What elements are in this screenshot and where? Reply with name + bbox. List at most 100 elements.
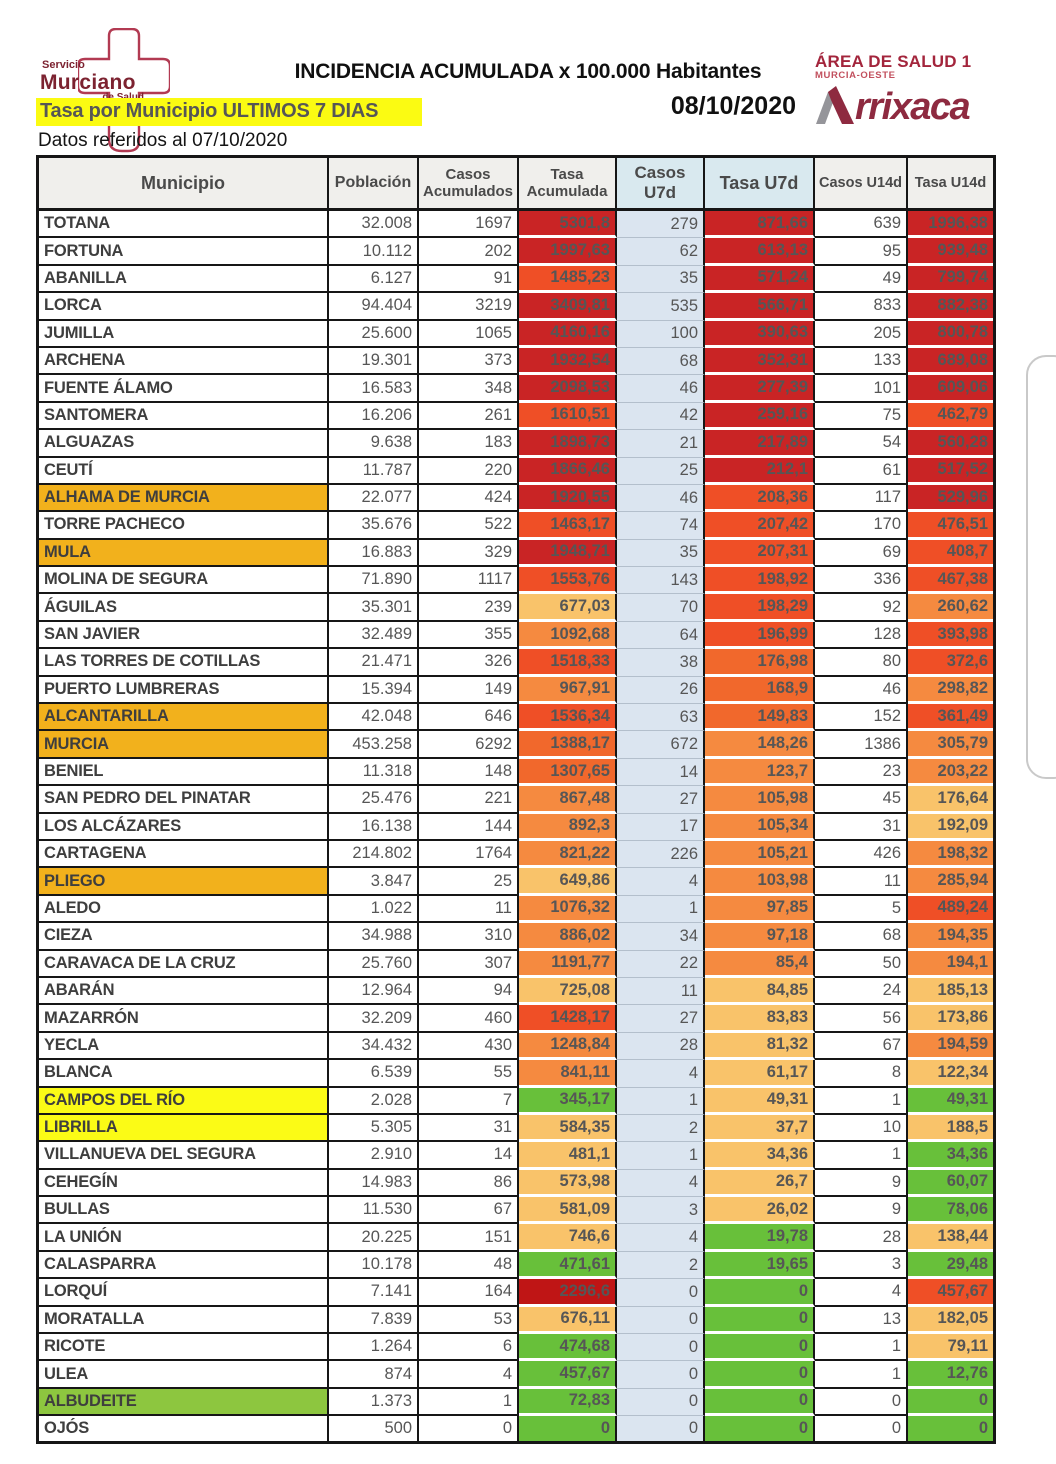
cell-municipio: MAZARRÓN: [39, 1005, 329, 1033]
cell-casos-acumulados: 326: [419, 649, 519, 677]
cell-tasa-acumulada: 581,09: [519, 1197, 617, 1225]
cell-casos-u14d: 9: [815, 1197, 908, 1225]
cell-casos-u14d: 1: [815, 1142, 908, 1170]
cell-tasa-u7d: 19,65: [705, 1251, 815, 1280]
cell-poblacion: 32.008: [329, 211, 419, 239]
incidence-table: Municipio Población Casos Acumulados Tasa A…: [36, 155, 996, 1444]
cell-tasa-acumulada: 725,08: [519, 977, 617, 1006]
cell-tasa-acumulada: 72,83: [519, 1388, 617, 1417]
cell-municipio: FUENTE ÁLAMO: [39, 375, 329, 403]
cell-casos-acumulados: 53: [419, 1306, 519, 1335]
table-row: VILLANUEVA DEL SEGURA 2.910 14 481,1 1 34,36 1…: [39, 1142, 993, 1170]
data-reference-line: Datos referidos al 07/10/2020: [38, 130, 288, 151]
cell-casos-u7d: 11: [617, 977, 705, 1006]
cell-casos-u14d: 54: [815, 430, 908, 458]
table-row: RICOTE 1.264 6 474,68 0 0 1 79,11: [39, 1334, 993, 1362]
cell-casos-u14d: 101: [815, 375, 908, 403]
cell-tasa-u7d: 198,92: [705, 567, 815, 595]
cell-tasa-u14d: 12,76: [908, 1361, 993, 1389]
cell-tasa-u7d: 26,7: [705, 1169, 815, 1198]
cell-casos-acumulados: 307: [419, 950, 519, 978]
cell-casos-acumulados: 14: [419, 1142, 519, 1170]
arrixaca-wordmark: rrixaca: [855, 85, 971, 128]
cell-tasa-u14d: 462,79: [908, 402, 993, 431]
cell-casos-acumulados: 0: [419, 1416, 519, 1441]
cell-municipio: VILLANUEVA DEL SEGURA: [39, 1142, 329, 1170]
table-row: LOS ALCÁZARES 16.138 144 892,3 17 105,34 31 192…: [39, 813, 993, 841]
cell-poblacion: 25.760: [329, 950, 419, 978]
cell-casos-u14d: 46: [815, 676, 908, 705]
cell-tasa-u14d: 60,07: [908, 1169, 993, 1198]
cell-poblacion: 7.839: [329, 1306, 419, 1335]
cell-poblacion: 34.988: [329, 923, 419, 951]
table-row: CALASPARRA 10.178 48 471,61 2 19,65 3 29,48: [39, 1251, 993, 1280]
cell-poblacion: 11.787: [329, 457, 419, 485]
cell-casos-acumulados: 151: [419, 1224, 519, 1252]
cell-poblacion: 94.404: [329, 293, 419, 321]
cell-poblacion: 16.883: [329, 539, 419, 568]
cell-tasa-acumulada: 1932,54: [519, 347, 617, 376]
cell-casos-acumulados: 373: [419, 347, 519, 376]
cell-tasa-acumulada: 0: [519, 1416, 617, 1441]
cell-casos-u7d: 34: [617, 923, 705, 951]
arrixaca-a-mark-icon: [816, 86, 854, 124]
health-cross-icon: [78, 28, 170, 153]
cell-municipio: PLIEGO: [39, 868, 329, 896]
scrollbar-thumb[interactable]: [1026, 355, 1056, 779]
cell-casos-acumulados: 55: [419, 1060, 519, 1088]
cell-tasa-acumulada: 867,48: [519, 786, 617, 814]
cell-casos-u7d: 74: [617, 512, 705, 540]
cell-municipio: CARAVACA DE LA CRUZ: [39, 950, 329, 978]
cell-casos-u14d: 49: [815, 265, 908, 294]
cell-casos-acumulados: 11: [419, 895, 519, 924]
cell-tasa-u7d: 85,4: [705, 950, 815, 978]
cell-casos-u14d: 170: [815, 512, 908, 540]
cell-municipio: JUMILLA: [39, 320, 329, 348]
cell-tasa-acumulada: 746,6: [519, 1224, 617, 1252]
table-row: JUMILLA 25.600 1065 4160,16 100 390,63 205 800,…: [39, 320, 993, 348]
cell-municipio: BULLAS: [39, 1197, 329, 1225]
cell-municipio: LORCA: [39, 293, 329, 321]
cell-casos-u14d: 205: [815, 320, 908, 348]
cell-casos-u7d: 68: [617, 347, 705, 376]
cell-tasa-u7d: 208,36: [705, 484, 815, 513]
cell-casos-acumulados: 94: [419, 977, 519, 1006]
cell-tasa-u14d: 34,36: [908, 1142, 993, 1170]
cell-municipio: ALGUAZAS: [39, 430, 329, 458]
cell-tasa-u14d: 517,52: [908, 457, 993, 485]
cell-tasa-acumulada: 4160,16: [519, 320, 617, 348]
cell-tasa-u7d: 212,1: [705, 457, 815, 485]
col-header-casos-u7d: Casos U7d: [617, 158, 705, 211]
cell-tasa-u7d: 97,18: [705, 923, 815, 951]
cell-casos-acumulados: 1: [419, 1388, 519, 1417]
cell-tasa-u14d: 192,09: [908, 813, 993, 841]
cell-casos-acumulados: 261: [419, 402, 519, 431]
health-area-label: ÁREA DE SALUD 1 MURCIA-OESTE: [815, 53, 971, 81]
cell-tasa-u7d: 613,13: [705, 238, 815, 266]
cell-tasa-u14d: 29,48: [908, 1251, 993, 1280]
col-header-casos-acumulados: Casos Acumulados: [419, 158, 519, 211]
cell-casos-u7d: 25: [617, 457, 705, 485]
cell-tasa-acumulada: 1076,32: [519, 895, 617, 924]
cell-poblacion: 7.141: [329, 1279, 419, 1307]
cell-tasa-acumulada: 1610,51: [519, 402, 617, 431]
cell-casos-u14d: 4: [815, 1279, 908, 1307]
cell-casos-u14d: 80: [815, 649, 908, 677]
cell-casos-acumulados: 6: [419, 1334, 519, 1362]
cell-casos-u14d: 9: [815, 1169, 908, 1198]
cell-tasa-u14d: 800,78: [908, 320, 993, 348]
table-row: CAMPOS DEL RÍO 2.028 7 345,17 1 49,31 1 49,31: [39, 1087, 993, 1115]
org-logo-text: Servicio Murciano de Salud: [40, 60, 144, 103]
cell-casos-u7d: 100: [617, 320, 705, 348]
table-row: MORATALLA 7.839 53 676,11 0 0 13 182,05: [39, 1306, 993, 1335]
cell-casos-u7d: 64: [617, 621, 705, 650]
cell-casos-u7d: 46: [617, 375, 705, 403]
cell-tasa-u14d: 361,49: [908, 704, 993, 732]
cell-municipio: TORRE PACHECO: [39, 512, 329, 540]
cell-tasa-u7d: 566,71: [705, 293, 815, 321]
cell-tasa-acumulada: 841,11: [519, 1060, 617, 1088]
cell-poblacion: 35.676: [329, 512, 419, 540]
cell-poblacion: 16.583: [329, 375, 419, 403]
cell-poblacion: 11.318: [329, 758, 419, 787]
cell-poblacion: 1.373: [329, 1388, 419, 1417]
